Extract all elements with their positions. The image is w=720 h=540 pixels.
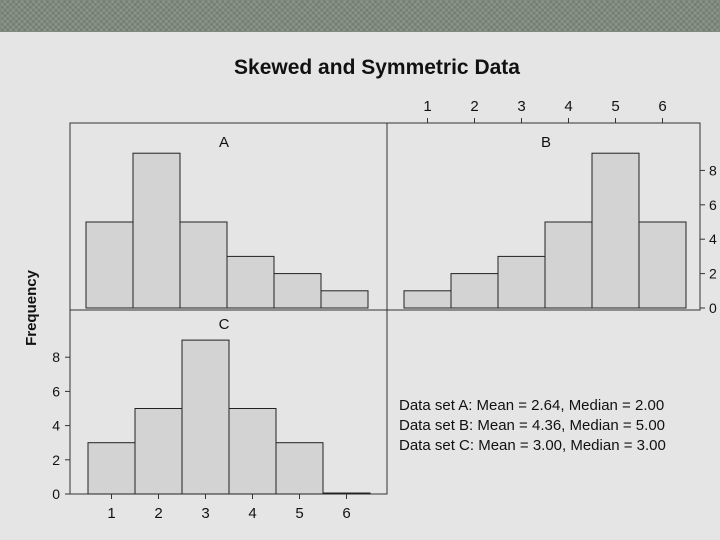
y-tick-label-left-0: 0 (52, 486, 60, 502)
panel-c-bar-1 (87, 442, 136, 495)
chart-marks: A B C 1 1 2 2 3 3 4 4 5 5 6 6 0 0 2 2 4 4 6 6 8 8 (52, 98, 717, 522)
panel-b-bar-6 (638, 221, 687, 309)
x-tick-label-top-1: 1 (423, 98, 431, 115)
x-tick-label-bottom-5: 5 (295, 505, 303, 522)
panel-a-bar-3 (179, 221, 228, 309)
y-tick-label-right-4: 4 (709, 231, 717, 247)
panel-c-bar-4 (228, 408, 277, 495)
x-tick-label-bottom-2: 2 (154, 505, 162, 522)
panel-b-bar-3 (497, 255, 546, 309)
x-tick-label-top-4: 4 (564, 98, 572, 115)
y-tick-label-left-2: 2 (52, 452, 60, 468)
panel-c-label: C (219, 316, 230, 333)
panel-a-bar-1 (85, 221, 134, 309)
y-tick-label-right-2: 2 (709, 266, 717, 282)
chart-title: Skewed and Symmetric Data (234, 56, 520, 79)
panel-c-bar-2 (134, 408, 183, 495)
y-tick-label-right-0: 0 (709, 300, 717, 316)
stats-line-a: Data set A: Mean = 2.64, Median = 2.00 (399, 397, 665, 414)
x-tick-label-top-6: 6 (658, 98, 666, 115)
y-tick-label-right-6: 6 (709, 197, 717, 213)
x-tick-label-bottom-3: 3 (201, 505, 209, 522)
panel-b-bar-5 (591, 152, 640, 309)
y-tick-label-right-8: 8 (709, 162, 717, 178)
panel-c-bar-6 (322, 492, 371, 495)
panel-a-bar-6 (320, 290, 369, 309)
panel-b-label: B (541, 134, 551, 151)
panel-a-bar-5 (273, 273, 322, 309)
stats-line-b: Data set B: Mean = 4.36, Median = 5.00 (399, 417, 666, 434)
panel-a-bar-2 (132, 152, 181, 309)
x-tick-label-top-5: 5 (611, 98, 619, 115)
y-tick-label-left-8: 8 (52, 349, 60, 365)
y-axis-label: Frequency (23, 269, 40, 346)
top-decorative-band (0, 0, 720, 32)
y-tick-label-left-4: 4 (52, 418, 60, 434)
x-tick-label-top-3: 3 (517, 98, 525, 115)
x-tick-label-bottom-6: 6 (342, 505, 350, 522)
stats-line-c: Data set C: Mean = 3.00, Median = 3.00 (399, 437, 666, 454)
x-tick-label-bottom-1: 1 (107, 505, 115, 522)
x-tick-label-top-2: 2 (470, 98, 478, 115)
panel-c-bar-5 (275, 442, 324, 495)
x-tick-label-bottom-4: 4 (248, 505, 256, 522)
panel-b-bar-4 (544, 221, 593, 309)
panel-a-label: A (219, 134, 229, 151)
panel-a-bar-4 (226, 255, 275, 309)
panel-b-bar-1 (403, 290, 452, 309)
panel-c-bar-3 (181, 339, 230, 495)
y-tick-label-left-6: 6 (52, 383, 60, 399)
panel-b-bar-2 (450, 273, 499, 309)
